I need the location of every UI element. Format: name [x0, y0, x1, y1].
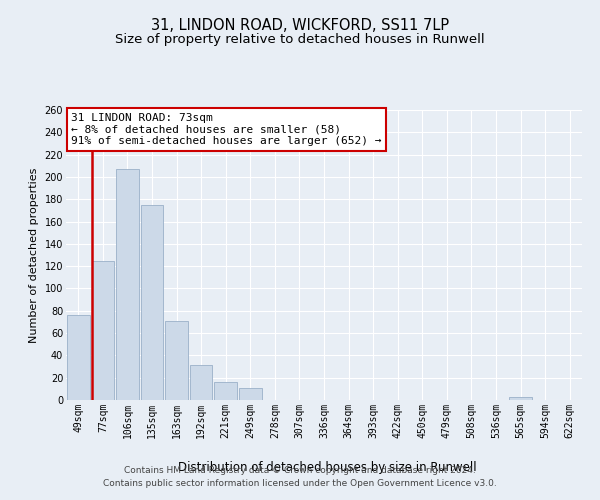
Text: Contains HM Land Registry data © Crown copyright and database right 2024.
Contai: Contains HM Land Registry data © Crown c…	[103, 466, 497, 487]
Bar	[165, 321, 188, 400]
Bar	[140, 205, 163, 400]
Bar	[239, 388, 262, 400]
Y-axis label: Number of detached properties: Number of detached properties	[29, 168, 39, 342]
Bar	[67, 315, 89, 400]
Text: Size of property relative to detached houses in Runwell: Size of property relative to detached ho…	[115, 32, 485, 46]
Bar	[190, 366, 212, 400]
Bar	[214, 382, 237, 400]
Text: 31, LINDON ROAD, WICKFORD, SS11 7LP: 31, LINDON ROAD, WICKFORD, SS11 7LP	[151, 18, 449, 32]
Text: Distribution of detached houses by size in Runwell: Distribution of detached houses by size …	[178, 461, 476, 474]
Bar	[509, 396, 532, 400]
Bar	[116, 169, 139, 400]
Bar	[92, 260, 114, 400]
Text: 31 LINDON ROAD: 73sqm
← 8% of detached houses are smaller (58)
91% of semi-detac: 31 LINDON ROAD: 73sqm ← 8% of detached h…	[71, 113, 382, 146]
